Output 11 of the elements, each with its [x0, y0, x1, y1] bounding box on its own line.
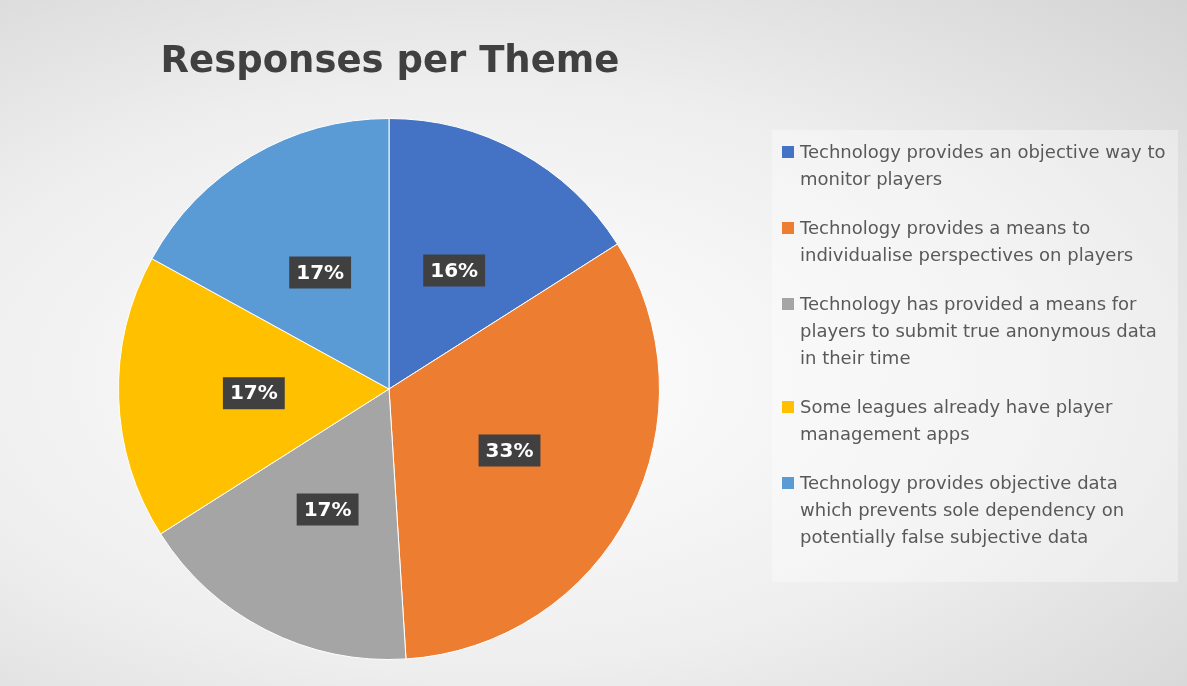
data-label: 33%	[485, 437, 534, 462]
legend-label: Some leagues already have player management apps	[800, 395, 1114, 446]
data-label: 16%	[430, 257, 479, 282]
slice-label: Technology provides a means to individualise perspectives on players	[800, 216, 1135, 267]
chart-title: Responses per Theme	[159, 38, 621, 81]
legend-label: Technology provides an objective way to monitor players	[800, 140, 1167, 191]
legend-label: Technology provides objective data which prevents sole dependency on potentially false subjective data	[800, 471, 1126, 549]
data-label: 17%	[303, 496, 352, 521]
legend-label: Technology has provided a means for players to submit true anonymous data in their time	[800, 292, 1158, 370]
data-label: 17%	[229, 380, 278, 405]
data-label: 17%	[296, 259, 345, 284]
